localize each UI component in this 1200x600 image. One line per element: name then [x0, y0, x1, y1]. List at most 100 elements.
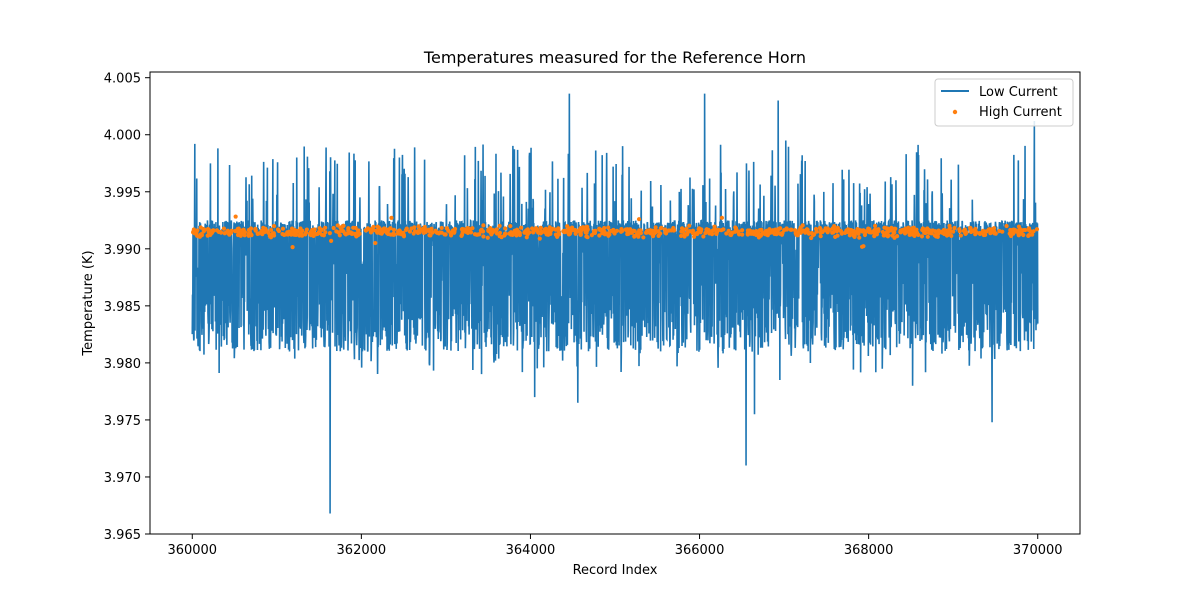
high-current-point	[439, 225, 444, 231]
high-current-point	[784, 227, 790, 232]
high-current-point	[745, 232, 751, 237]
high-current-point	[892, 235, 897, 240]
high-current-point	[926, 228, 932, 233]
high-current-point	[334, 229, 339, 234]
low-current-line	[191, 93, 1039, 514]
high-current-point	[733, 225, 738, 230]
y-tick-label: 3.990	[104, 243, 141, 258]
high-current-point	[439, 230, 444, 235]
high-current-point	[972, 227, 977, 233]
y-tick-label: 3.980	[104, 357, 141, 372]
high-current-point	[323, 230, 328, 235]
high-current-point	[756, 232, 761, 237]
high-current-point	[818, 234, 823, 239]
high-current-point	[648, 231, 653, 236]
high-current-point	[856, 231, 861, 236]
high-current-point	[831, 230, 836, 235]
high-current-point	[776, 227, 781, 232]
high-current-point	[1016, 233, 1021, 238]
high-current-point	[276, 228, 282, 234]
high-current-point	[518, 225, 524, 230]
high-current-point	[672, 228, 677, 233]
high-current-point	[769, 230, 774, 235]
high-current-point	[641, 235, 646, 240]
x-axis: 360000 362000 364000 366000 368000 370000	[167, 534, 1063, 558]
legend: Low Current High Current	[934, 78, 1074, 127]
high-current-point	[328, 238, 334, 243]
high-current-point	[335, 223, 340, 228]
high-current-point	[430, 230, 435, 235]
legend-low-current-label: Low Current	[979, 85, 1058, 100]
high-current-point	[503, 226, 508, 231]
high-current-point	[289, 226, 295, 231]
high-current-point	[290, 245, 295, 250]
high-current-point	[832, 223, 837, 229]
high-current-point	[488, 225, 493, 231]
high-current-point	[222, 231, 227, 236]
high-current-point	[481, 223, 486, 228]
series-low-current	[191, 93, 1039, 514]
high-current-point	[656, 229, 661, 234]
high-current-point	[612, 230, 617, 235]
high-current-point	[544, 232, 549, 237]
high-current-point	[1026, 233, 1032, 238]
high-current-point	[583, 225, 588, 230]
y-tick-label: 3.995	[104, 186, 141, 201]
high-current-point	[957, 227, 962, 232]
high-current-point	[411, 231, 416, 236]
high-current-point	[682, 234, 687, 239]
high-current-point	[858, 228, 864, 233]
high-current-point	[538, 225, 544, 230]
high-current-point	[813, 226, 819, 232]
high-current-point	[327, 231, 332, 236]
high-current-point	[719, 215, 725, 220]
high-current-point	[779, 232, 785, 237]
high-current-point	[317, 226, 322, 231]
high-current-point	[888, 228, 893, 233]
high-current-point	[375, 230, 380, 235]
high-current-point	[340, 224, 345, 229]
high-current-point	[968, 225, 973, 230]
high-current-point	[920, 227, 925, 233]
high-current-point	[199, 233, 205, 238]
high-current-point	[872, 223, 878, 228]
y-tick-label: 3.975	[104, 414, 141, 429]
high-current-point	[364, 228, 369, 233]
high-current-point	[391, 227, 397, 232]
high-current-point	[626, 231, 631, 236]
high-current-point	[421, 230, 426, 235]
high-current-point	[270, 231, 275, 236]
high-current-point	[760, 230, 765, 236]
chart-title: Temperatures measured for the Reference …	[423, 48, 806, 67]
high-current-point	[304, 227, 309, 232]
high-current-point	[404, 226, 409, 231]
high-current-point	[1008, 229, 1013, 234]
high-current-point	[880, 229, 885, 235]
legend-high-current-label: High Current	[979, 105, 1062, 120]
high-current-point	[459, 227, 464, 232]
high-current-point	[690, 228, 696, 233]
high-current-point	[346, 226, 351, 231]
high-current-point	[962, 227, 967, 232]
high-current-point	[851, 229, 856, 234]
high-current-point	[418, 228, 423, 233]
high-current-point	[289, 232, 294, 237]
high-current-point	[817, 225, 823, 231]
high-current-point	[851, 233, 857, 238]
high-current-point	[1000, 229, 1005, 234]
high-current-point	[765, 232, 770, 237]
high-current-point	[876, 227, 881, 232]
high-current-point	[800, 223, 805, 228]
high-current-point	[1030, 232, 1035, 237]
high-current-point	[634, 232, 639, 237]
high-current-point	[982, 229, 987, 234]
high-current-point	[892, 226, 897, 231]
high-current-point	[443, 232, 448, 237]
high-current-point	[1026, 226, 1032, 231]
high-current-point	[479, 227, 484, 232]
x-tick-label: 370000	[1013, 543, 1063, 558]
high-current-point	[691, 234, 697, 239]
high-current-point	[963, 230, 968, 235]
high-current-point	[343, 232, 348, 237]
high-current-point	[636, 217, 642, 222]
